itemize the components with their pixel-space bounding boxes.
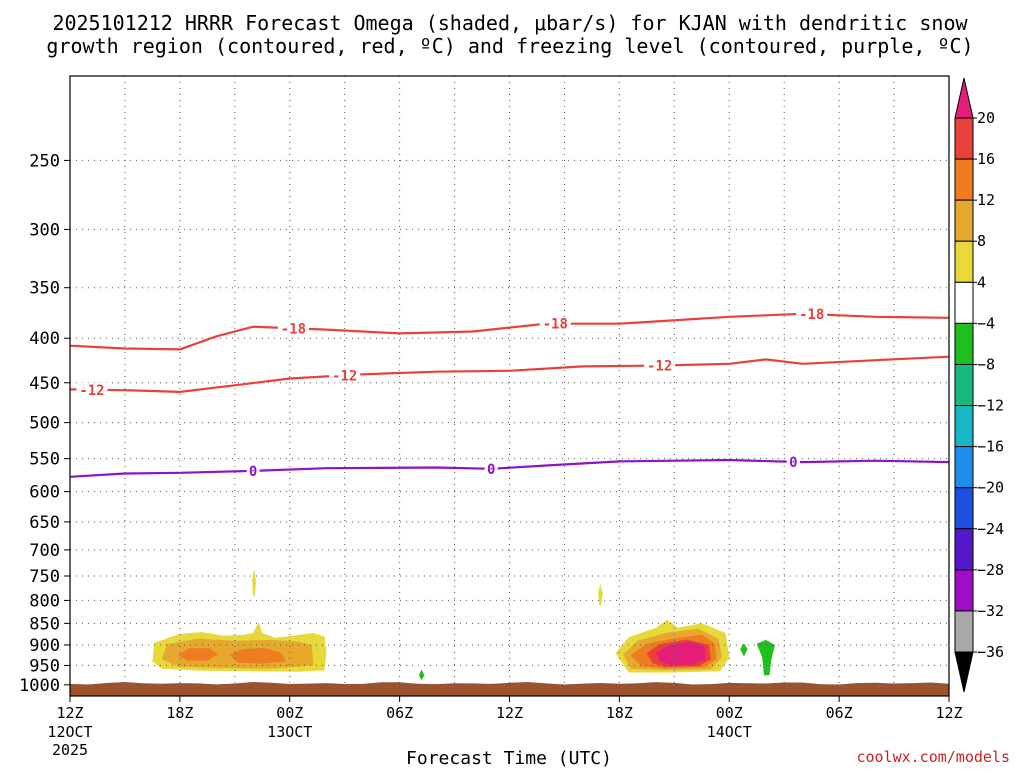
colorbar-box-6 — [954, 363, 974, 407]
colorbar-box-1 — [954, 158, 974, 201]
contour-label-bg--18-2 — [796, 307, 828, 322]
shaded-omega-neg4-a — [740, 643, 748, 657]
colorbar-label--8: −8 — [977, 355, 995, 373]
x-tick-label-24: 12Z — [496, 704, 523, 722]
contour-label-bg-0-0 — [246, 463, 260, 478]
x-tick-label-48: 12Z — [935, 704, 962, 722]
x-tick-label-18: 06Z — [386, 704, 413, 722]
colorbar-box-7 — [954, 405, 974, 448]
colorbar-label--36: −36 — [977, 643, 1004, 661]
x-tick-label-12: 00Z — [276, 704, 303, 722]
y-tick-label-400: 400 — [29, 329, 60, 349]
colorbar: 20 16 12 8 4 −4 −8 −12 −16 −20 −24 −28 −32 −36 — [954, 77, 1004, 693]
contour-label-bg--12-2 — [644, 358, 676, 373]
contour-label--12-0: -12 — [79, 383, 104, 399]
contour-line--18 — [69, 312, 950, 351]
shaded-omega-4-spike2 — [598, 583, 603, 606]
y-tick-label-750: 750 — [29, 567, 60, 587]
credit-text: coolwx.com/models — [856, 748, 1010, 766]
colorbar-label--12: −12 — [977, 397, 1004, 415]
contour-label-0-0: 0 — [249, 464, 257, 480]
chart-title-line2: growth region (contoured, red, ºC) and f… — [46, 34, 973, 58]
colorbar-box-4 — [954, 281, 974, 324]
colorbar-box-11 — [954, 569, 974, 612]
colorbar-box-8 — [954, 446, 974, 489]
contour-label--18-2: -18 — [799, 307, 824, 323]
colorbar-label--28: −28 — [977, 561, 1004, 579]
x-tick-label-30: 18Z — [606, 704, 633, 722]
contour-label--12-1: -12 — [332, 368, 357, 384]
x-tick-label-0: 12Z — [56, 704, 83, 722]
contour-label-bg--18-1 — [539, 316, 571, 331]
contour-label-0-1: 0 — [487, 462, 495, 478]
colorbar-box-3 — [954, 240, 974, 283]
contour-label-bg--12-0 — [76, 382, 108, 397]
colorbar-label--24: −24 — [977, 520, 1004, 538]
contour-label-bg-0-1 — [484, 461, 498, 476]
contour-label--12-2: -12 — [647, 358, 672, 374]
colorbar-label-20: 20 — [977, 109, 995, 127]
contour-label-bg--12-1 — [329, 368, 361, 383]
colorbar-bottom-arrow — [954, 651, 974, 693]
x-tick-year-0: 2025 — [52, 741, 88, 759]
colorbar-label--16: −16 — [977, 438, 1004, 456]
y-tick-label-850: 850 — [29, 614, 60, 634]
x-tick-date-0: 12OCT — [47, 723, 92, 741]
y-tick-label-550: 550 — [29, 450, 60, 470]
y-tick-label-450: 450 — [29, 374, 60, 394]
shaded-omega-12-day1a — [178, 648, 219, 661]
shaded-omega-20-day2 — [656, 641, 706, 666]
contour-line--12 — [69, 355, 950, 394]
colorbar-label-8: 8 — [977, 232, 986, 250]
shaded-omega-12-day1b — [229, 647, 287, 664]
y-tick-label-350: 350 — [29, 279, 60, 299]
shaded-omega-neg4-c — [418, 669, 425, 681]
colorbar-label--20: −20 — [977, 479, 1004, 497]
y-tick-label-1000: 1000 — [19, 676, 60, 696]
colorbar-label--32: −32 — [977, 602, 1004, 620]
y-tick-label-650: 650 — [29, 513, 60, 533]
colorbar-box-10 — [954, 528, 974, 571]
colorbar-box-9 — [954, 487, 974, 530]
shaded-omega-4-spike1 — [252, 568, 256, 596]
y-tick-label-700: 700 — [29, 541, 60, 561]
x-tick-label-42: 06Z — [826, 704, 853, 722]
x-tick-date-12: 13OCT — [267, 723, 312, 741]
contour-label-bg--18-0 — [277, 321, 309, 336]
colorbar-box-2 — [954, 199, 974, 242]
y-tick-label-600: 600 — [29, 483, 60, 503]
chart-title-line1: 2025101212 HRRR Forecast Omega (shaded, … — [52, 11, 968, 35]
plot-area: -18 -18 -18 -12 -12 -12 0 0 0 250 300 350 400 450 500 5… — [19, 75, 963, 759]
contour-label-bg-0-2 — [786, 454, 800, 469]
colorbar-box-5 — [954, 322, 974, 365]
colorbar-label-4: 4 — [977, 273, 986, 291]
contour-label--18-1: -18 — [543, 317, 568, 333]
colorbar-box-0 — [954, 117, 974, 160]
y-tick-label-250: 250 — [29, 151, 60, 171]
x-tick-label-36: 00Z — [716, 704, 743, 722]
contour-label-0-2: 0 — [789, 455, 797, 471]
x-tick-date-36: 14OCT — [707, 723, 752, 741]
y-tick-label-800: 800 — [29, 591, 60, 611]
contour-label--18-0: -18 — [281, 321, 306, 337]
y-tick-label-950: 950 — [29, 656, 60, 676]
y-tick-label-500: 500 — [29, 414, 60, 434]
x-tick-label-6: 18Z — [166, 704, 193, 722]
colorbar-label-12: 12 — [977, 191, 995, 209]
shaded-omega-neg4-b — [756, 639, 775, 676]
y-tick-label-900: 900 — [29, 636, 60, 656]
y-tick-label-300: 300 — [29, 220, 60, 240]
colorbar-box-12 — [954, 610, 974, 653]
x-axis-title: Forecast Time (UTC) — [406, 748, 612, 768]
colorbar-label-16: 16 — [977, 150, 995, 168]
colorbar-label--4: −4 — [977, 314, 995, 332]
